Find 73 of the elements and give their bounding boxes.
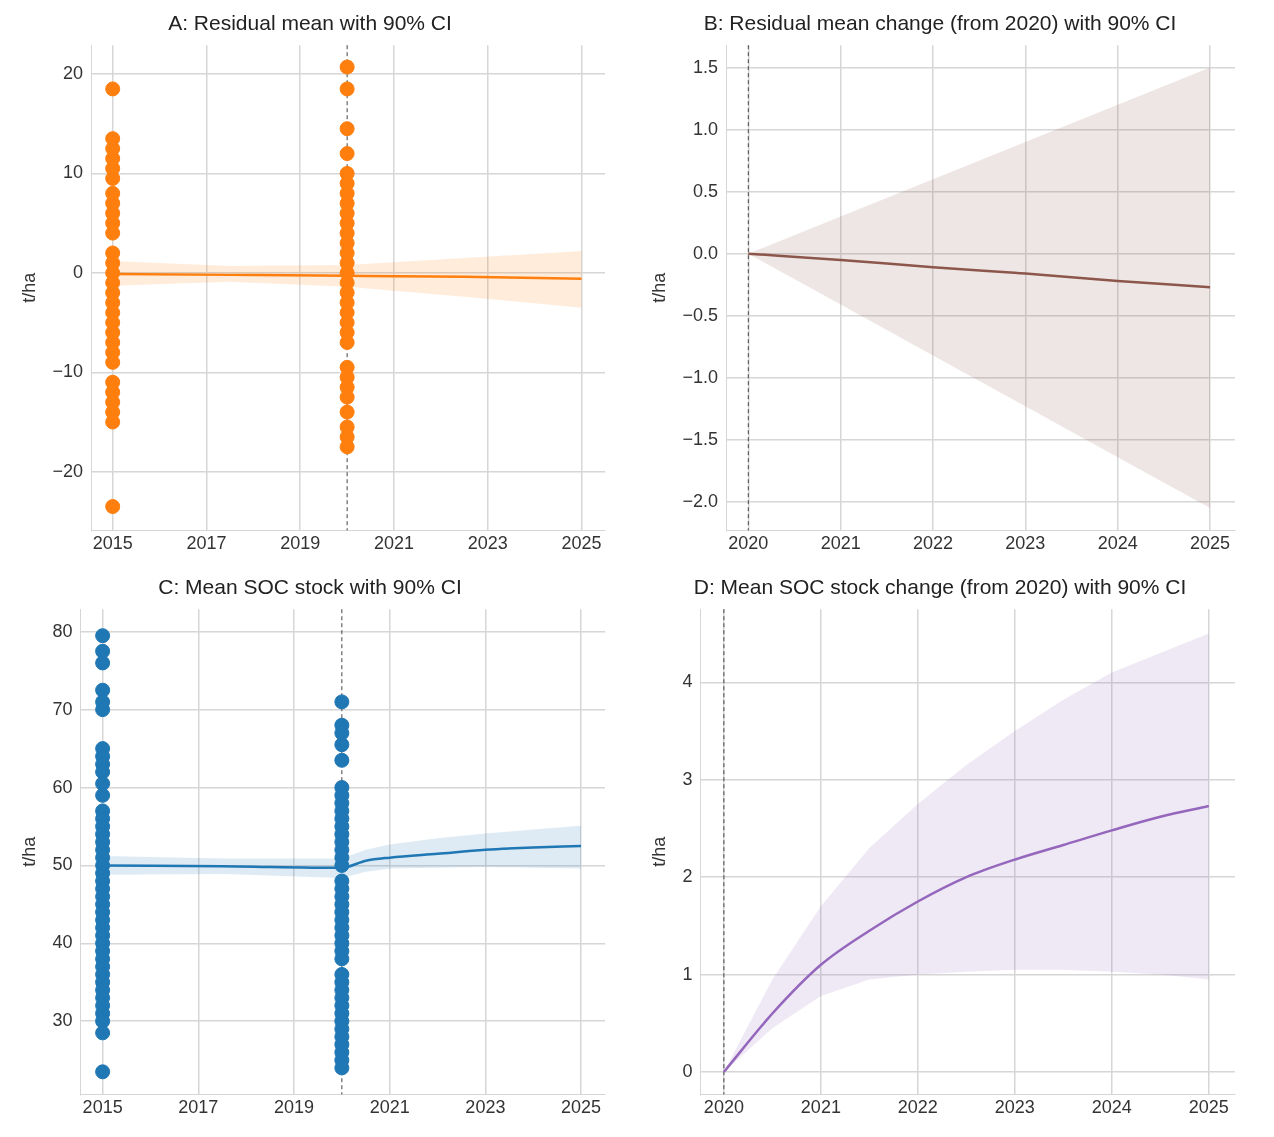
y-tick-label: 40 — [52, 932, 73, 953]
point — [95, 1064, 111, 1080]
y-tick-label: −2.0 — [682, 490, 719, 511]
x-tick-label: 2017 — [178, 1097, 219, 1118]
y-tick-label: 50 — [52, 854, 73, 875]
point — [105, 499, 121, 515]
y-tick-label: 0.5 — [693, 180, 719, 201]
y-axis-title: t/ha — [648, 271, 669, 303]
x-tick-label: 2023 — [465, 1097, 506, 1118]
point — [339, 404, 355, 420]
y-axis-title: t/ha — [648, 835, 669, 867]
x-tick-label: 2019 — [280, 533, 321, 554]
y-tick-label: 2 — [682, 866, 693, 887]
x-tick-label: 2015 — [82, 1097, 123, 1118]
point — [339, 121, 355, 137]
x-tick-label: 2021 — [369, 1097, 410, 1118]
y-tick-label: 60 — [52, 776, 73, 797]
y-axis-title: t/ha — [18, 271, 39, 303]
x-tick-label: 2024 — [1097, 533, 1138, 554]
point — [339, 59, 355, 75]
point — [105, 81, 121, 97]
y-tick-label: 30 — [52, 1010, 73, 1031]
x-tick-label: 2021 — [800, 1097, 841, 1118]
x-tick-label: 2025 — [1190, 533, 1231, 554]
x-tick-label: 2025 — [1188, 1097, 1229, 1118]
point — [95, 1025, 111, 1041]
point — [95, 787, 111, 803]
y-tick-label: 70 — [52, 698, 73, 719]
y-tick-label: 20 — [63, 63, 84, 83]
x-tick-label: 2023 — [467, 533, 508, 554]
y-tick-label: −20 — [52, 460, 84, 481]
point — [339, 146, 355, 162]
line-series — [747, 252, 1212, 289]
x-tick-label: 2023 — [1005, 533, 1046, 554]
y-tick-label: −1.5 — [682, 428, 719, 449]
y-tick-label: 0 — [73, 261, 84, 282]
x-tick-label: 2019 — [273, 1097, 315, 1118]
x-tick-label: 2015 — [92, 533, 133, 554]
x-tick-label: 2020 — [728, 533, 769, 554]
point — [334, 694, 350, 710]
point — [95, 628, 111, 644]
point — [334, 737, 350, 753]
x-tick-label: 2025 — [561, 533, 602, 554]
x-tick-label: 2021 — [820, 533, 861, 554]
y-tick-label: 3 — [682, 768, 693, 789]
x-tick-label: 2022 — [897, 1097, 938, 1118]
x-tick-label: 2023 — [994, 1097, 1035, 1118]
x-tick-label: 2022 — [912, 533, 954, 554]
y-tick-label: 10 — [63, 162, 84, 183]
y-tick-label: 1.0 — [693, 118, 719, 139]
y-axis-title: t/ha — [18, 835, 39, 867]
y-tick-label: 1.5 — [693, 56, 719, 77]
y-tick-label: 0 — [682, 1060, 693, 1081]
y-tick-label: 0.0 — [693, 242, 719, 263]
x-tick-label: 2020 — [703, 1097, 744, 1118]
y-tick-label: −10 — [52, 361, 84, 382]
y-tick-label: 1 — [682, 963, 693, 984]
chart-title: A: Residual mean with 90% CI — [168, 11, 452, 35]
x-tick-label: 2017 — [186, 533, 227, 554]
x-tick-label: 2025 — [561, 1097, 602, 1118]
line-series — [722, 804, 1211, 1074]
y-tick-label: 4 — [682, 671, 693, 692]
y-tick-label: −0.5 — [682, 304, 719, 325]
x-tick-label: 2024 — [1091, 1097, 1132, 1118]
y-tick-label: 80 — [52, 620, 73, 641]
point — [334, 752, 350, 768]
chart-title: B: Residual mean change (from 2020) with 90% CI — [703, 11, 1177, 35]
chart-title: C: Mean SOC stock with 90% CI — [158, 575, 462, 599]
point — [339, 81, 355, 97]
x-tick-label: 2021 — [373, 533, 415, 554]
point — [95, 655, 111, 671]
chart-title: D: Mean SOC stock change (from 2020) with 90% CI — [693, 575, 1187, 599]
y-tick-label: −1.0 — [682, 366, 719, 387]
